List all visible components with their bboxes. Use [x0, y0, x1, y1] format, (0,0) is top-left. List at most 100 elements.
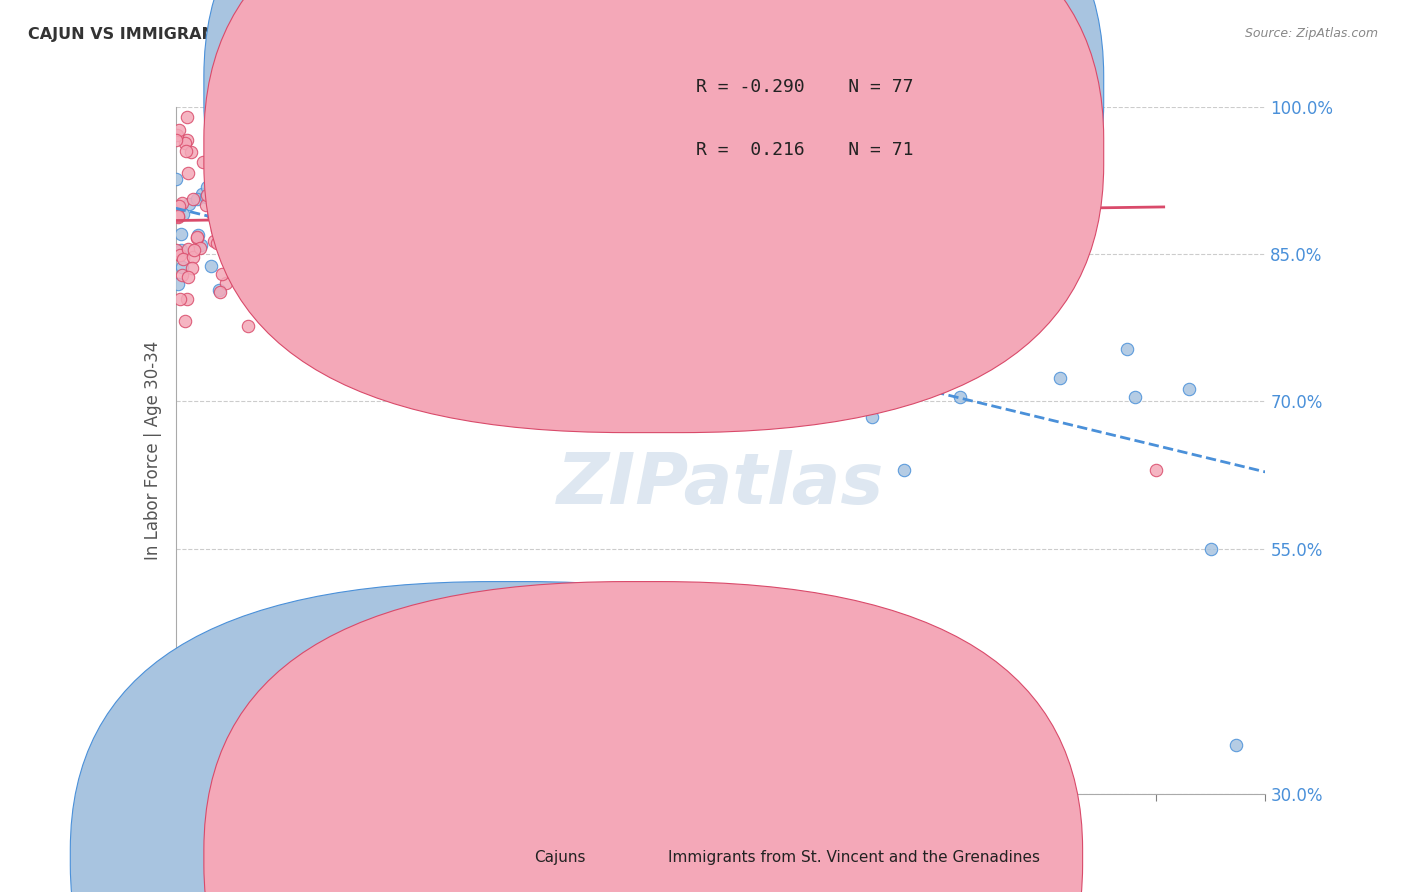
Point	[183, 243, 205, 257]
Point	[221, 263, 243, 277]
Point	[263, 175, 285, 189]
Point	[167, 198, 190, 212]
Point	[211, 267, 233, 281]
Point	[169, 248, 191, 262]
Point	[704, 305, 727, 319]
Point	[426, 364, 449, 378]
Point	[202, 235, 225, 249]
Point	[254, 179, 277, 194]
Point	[860, 409, 883, 424]
Point	[170, 196, 193, 211]
Point	[818, 100, 841, 114]
Point	[215, 194, 238, 208]
Point	[713, 302, 735, 317]
Point	[912, 326, 935, 340]
Point	[456, 100, 478, 114]
Point	[592, 269, 614, 284]
Point	[170, 227, 193, 241]
Point	[412, 208, 434, 222]
Point	[257, 301, 280, 315]
Point	[200, 188, 222, 202]
Point	[254, 219, 277, 234]
Point	[215, 169, 238, 183]
Point	[249, 285, 271, 300]
Point	[219, 224, 242, 238]
Point	[207, 223, 229, 237]
Point	[1115, 342, 1137, 356]
Text: Cajuns: Cajuns	[534, 850, 586, 864]
Point	[267, 290, 290, 304]
Point	[167, 122, 190, 136]
Point	[177, 166, 200, 180]
Point	[225, 169, 247, 183]
Point	[254, 248, 277, 262]
Point	[176, 133, 198, 147]
Point	[195, 190, 218, 204]
Point	[377, 264, 399, 278]
Point	[181, 192, 204, 206]
Point	[191, 186, 214, 201]
Point	[176, 144, 198, 158]
Text: Immigrants from St. Vincent and the Grenadines: Immigrants from St. Vincent and the Gren…	[668, 850, 1040, 864]
Point	[209, 285, 232, 299]
Point	[165, 243, 187, 257]
Point	[176, 110, 198, 124]
Point	[658, 363, 681, 377]
Point	[166, 171, 188, 186]
Point	[254, 271, 277, 285]
Point	[170, 243, 193, 257]
Y-axis label: In Labor Force | Age 30-34: In Labor Force | Age 30-34	[143, 341, 162, 560]
Point	[485, 285, 508, 300]
Point	[695, 343, 717, 357]
Point	[243, 246, 266, 260]
Point	[187, 228, 209, 243]
Point	[167, 211, 190, 225]
Point	[245, 193, 267, 207]
Point	[277, 204, 299, 219]
Point	[869, 277, 891, 291]
Point	[169, 292, 191, 306]
Point	[228, 231, 250, 245]
Point	[215, 276, 238, 290]
Point	[211, 234, 233, 248]
Point	[174, 136, 197, 150]
Point	[170, 268, 193, 282]
Point	[682, 283, 704, 297]
Point	[315, 201, 337, 215]
Point	[167, 277, 190, 292]
Point	[186, 230, 208, 244]
Point	[458, 259, 481, 273]
Point	[371, 239, 394, 253]
Point	[166, 128, 188, 142]
Point	[401, 169, 423, 184]
Point	[254, 235, 277, 249]
Text: ZIPatlas: ZIPatlas	[557, 450, 884, 519]
Point	[478, 255, 501, 269]
Point	[174, 314, 197, 328]
Point	[166, 132, 188, 146]
Point	[195, 188, 218, 202]
Point	[841, 353, 863, 368]
Point	[202, 208, 225, 222]
Point	[578, 299, 600, 313]
Point	[364, 198, 387, 212]
Point	[328, 136, 350, 150]
Point	[200, 259, 222, 273]
Point	[260, 209, 283, 223]
Point	[520, 221, 543, 235]
Point	[180, 145, 202, 160]
Point	[181, 250, 204, 264]
Point	[190, 238, 212, 252]
Point	[354, 259, 377, 273]
Point	[287, 259, 309, 273]
Point	[228, 225, 250, 239]
Point	[626, 293, 648, 308]
Point	[949, 390, 972, 404]
Point	[225, 198, 247, 212]
Point	[276, 235, 298, 249]
Text: CAJUN VS IMMIGRANTS FROM ST. VINCENT AND THE GRENADINES IN LABOR FORCE | AGE 30-: CAJUN VS IMMIGRANTS FROM ST. VINCENT AND…	[28, 27, 1085, 43]
Point	[394, 266, 416, 280]
Text: Source: ZipAtlas.com: Source: ZipAtlas.com	[1244, 27, 1378, 40]
Point	[205, 235, 228, 250]
Point	[229, 193, 252, 207]
